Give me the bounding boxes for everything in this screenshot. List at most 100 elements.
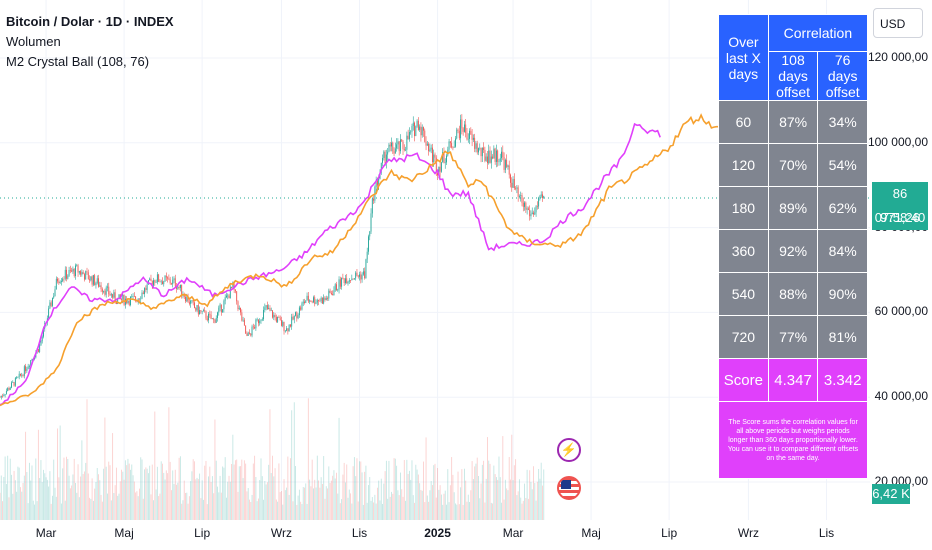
volume-bar [132, 475, 134, 520]
candle [357, 275, 359, 277]
candle [324, 297, 326, 300]
candle [247, 332, 249, 336]
volume-bar [434, 463, 436, 520]
volume-bar [533, 466, 534, 520]
candle [426, 143, 428, 146]
candle [238, 307, 240, 310]
candle [351, 278, 353, 281]
candle [311, 301, 313, 303]
volume-bar [165, 470, 167, 520]
volume-bar [94, 488, 96, 520]
volume-bar [209, 466, 211, 520]
candle [415, 126, 417, 137]
candle [518, 196, 520, 197]
volume-bar [217, 486, 218, 520]
volume-bar [99, 480, 101, 520]
candle [71, 270, 73, 272]
time-axis[interactable]: Mar Maj Lip Wrz Lis 2025 Mar Maj Lip Wrz Lis [0, 520, 870, 550]
candle [250, 333, 252, 336]
volume-bar [121, 469, 122, 520]
candle [522, 202, 524, 207]
candle [194, 302, 195, 308]
volume-bar [485, 478, 487, 520]
candle [462, 128, 464, 132]
volume-bar [361, 472, 363, 520]
volume-bar [494, 474, 496, 520]
indicator-legend[interactable]: M2 Crystal Ball (108, 76) [6, 54, 150, 69]
table-row: 120 70% 54% [718, 143, 868, 187]
candle [257, 319, 259, 324]
volume-bar [511, 434, 513, 520]
volume-bar [223, 467, 225, 520]
volume-bar [7, 455, 9, 520]
candle [525, 202, 527, 210]
volume-bar [11, 474, 12, 520]
candle [382, 157, 383, 163]
volume-bar [191, 471, 193, 520]
volume-bar [348, 489, 350, 520]
candle [361, 274, 363, 280]
corr-108-cell: 89% [767, 186, 819, 230]
volume-bar [154, 411, 156, 520]
volume-legend[interactable]: Wolumen [6, 34, 61, 49]
volume-bar [281, 490, 282, 520]
candle [484, 149, 486, 161]
volume-bar [104, 417, 106, 520]
volume-bar [341, 499, 343, 520]
corr-76-cell: 34% [817, 100, 868, 144]
volume-bar [534, 483, 536, 520]
volume-bar [126, 465, 128, 520]
candle [261, 319, 263, 320]
candle [132, 296, 134, 297]
candle [507, 165, 509, 167]
chart-area[interactable] [0, 0, 870, 520]
volume-bar [32, 500, 34, 520]
candle [177, 286, 179, 289]
volume-bar [100, 494, 102, 520]
candle [66, 269, 67, 279]
volume-bar [389, 496, 391, 520]
symbol-title[interactable]: Bitcoin / Dolar · 1D · INDEX [6, 14, 174, 29]
us-flag-icon[interactable] [557, 476, 581, 500]
candle [208, 313, 209, 321]
candle [201, 311, 203, 312]
candle [499, 158, 501, 162]
volume-bar [311, 459, 313, 520]
volume-bar [297, 495, 299, 520]
candle [458, 130, 460, 139]
candle [264, 307, 266, 310]
candle [394, 148, 396, 154]
volume-bar [447, 469, 449, 520]
volume-bar [52, 495, 53, 520]
candle [448, 141, 450, 150]
volume-bar [414, 502, 415, 520]
candle [286, 328, 288, 331]
volume-bar [186, 492, 188, 520]
candle [92, 275, 94, 285]
currency-button[interactable]: USD [873, 8, 923, 38]
volume-bar [252, 463, 254, 520]
candle [218, 307, 220, 313]
time-tick-label: 2025 [424, 526, 451, 540]
candle [425, 141, 427, 146]
volume-bar [179, 456, 181, 520]
volume-bar [83, 471, 85, 520]
lightning-icon[interactable]: ⚡ [557, 438, 581, 462]
candle [371, 198, 373, 214]
candle [279, 317, 281, 321]
volume-bar [470, 490, 472, 520]
candle [451, 143, 453, 148]
volume-bar [415, 464, 417, 520]
volume-bar [301, 504, 303, 520]
candle [288, 324, 290, 332]
candle [480, 147, 482, 157]
candle [48, 308, 50, 319]
volume-bar [369, 477, 371, 520]
price-tick-label: 40 000,00 [874, 389, 928, 404]
candle [407, 135, 409, 140]
volume-bar [40, 460, 42, 520]
price-chart[interactable] [0, 0, 870, 520]
volume-bar [333, 470, 335, 520]
volume-bar [71, 485, 73, 520]
